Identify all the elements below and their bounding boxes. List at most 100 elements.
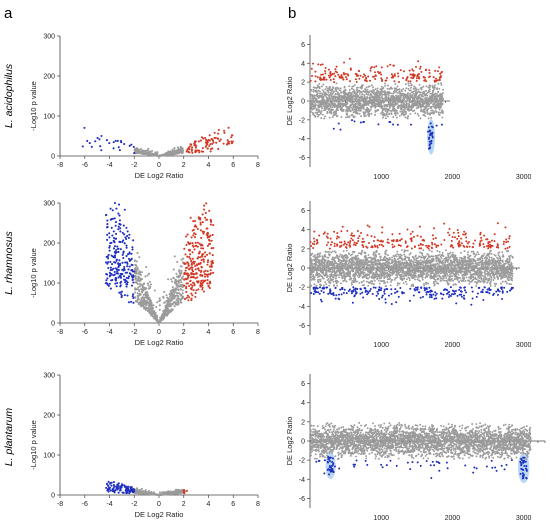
- neutral-point: [425, 89, 428, 92]
- neutral-point: [147, 152, 150, 155]
- neutral-point: [136, 152, 140, 155]
- neutral-point: [143, 301, 146, 304]
- up-point: [393, 80, 396, 83]
- up-point: [434, 69, 437, 72]
- neutral-point: [134, 266, 137, 270]
- neutral-point: [386, 105, 389, 108]
- neutral-point: [173, 147, 176, 150]
- neutral-point: [331, 116, 334, 119]
- neutral-point: [351, 265, 354, 268]
- neutral-point: [146, 282, 149, 285]
- down-point: [427, 130, 430, 133]
- down-point: [126, 230, 129, 233]
- up-point: [227, 141, 230, 144]
- down-point: [112, 481, 115, 484]
- neutral-point: [331, 260, 334, 263]
- down-point: [118, 219, 122, 222]
- down-point: [115, 268, 118, 271]
- up-point: [189, 276, 192, 279]
- up-point: [208, 265, 211, 268]
- up-point: [183, 490, 186, 493]
- down-point: [112, 487, 115, 490]
- neutral-point: [429, 92, 432, 95]
- up-point: [222, 142, 225, 145]
- down-point: [132, 301, 135, 304]
- neutral-point: [352, 85, 355, 88]
- down-point: [111, 490, 114, 493]
- up-point: [189, 257, 192, 260]
- up-point: [192, 289, 195, 292]
- neutral-point: [138, 490, 141, 493]
- neutral-point: [386, 115, 389, 118]
- up-point: [199, 244, 202, 247]
- neutral-point: [136, 251, 139, 255]
- down-point: [118, 149, 121, 152]
- up-point: [185, 235, 188, 238]
- neutral-point: [133, 259, 136, 262]
- up-point: [205, 253, 209, 256]
- down-point: [132, 293, 135, 296]
- down-point: [117, 262, 120, 265]
- neutral-point: [159, 154, 163, 157]
- up-point: [433, 79, 436, 82]
- up-point: [345, 78, 348, 81]
- down-point: [351, 119, 354, 122]
- up-point: [195, 272, 198, 275]
- up-point: [192, 275, 195, 279]
- neutral-point: [181, 292, 184, 295]
- neutral-point: [142, 293, 145, 296]
- up-point: [186, 282, 189, 285]
- neutral-point: [343, 258, 345, 261]
- neutral-point: [348, 115, 351, 118]
- neutral-point: [328, 250, 330, 253]
- up-point: [194, 268, 197, 271]
- down-point: [116, 247, 119, 250]
- neutral-point: [440, 82, 442, 85]
- up-point: [201, 286, 204, 289]
- down-point: [118, 214, 121, 217]
- down-point: [429, 129, 432, 132]
- x-tick-label: -6: [82, 329, 88, 336]
- neutral-point: [421, 91, 423, 94]
- neutral-point: [145, 265, 148, 269]
- up-point: [410, 76, 413, 79]
- neutral-point: [375, 105, 378, 108]
- neutral-point: [137, 278, 140, 282]
- neutral-point: [158, 304, 161, 307]
- up-point: [386, 65, 389, 68]
- neutral-point: [338, 276, 341, 279]
- down-point: [99, 145, 102, 148]
- down-point: [113, 245, 116, 248]
- neutral-point: [325, 250, 327, 253]
- down-point: [353, 120, 356, 123]
- down-point: [122, 224, 125, 227]
- neutral-point: [168, 293, 171, 296]
- neutral-point: [322, 271, 325, 274]
- neutral-point: [155, 314, 159, 317]
- down-point: [131, 248, 134, 251]
- down-point: [126, 235, 129, 238]
- neutral-point: [310, 273, 313, 276]
- up-point: [191, 229, 194, 232]
- up-point: [188, 296, 191, 299]
- neutral-point: [435, 111, 438, 113]
- neutral-point: [180, 281, 183, 284]
- up-point: [407, 80, 410, 83]
- neutral-point: [158, 297, 161, 300]
- neutral-point: [172, 288, 175, 291]
- down-point: [107, 480, 110, 483]
- up-point: [432, 76, 435, 79]
- up-point: [316, 76, 319, 79]
- down-point: [130, 252, 133, 255]
- neutral-point: [156, 151, 159, 154]
- neutral-point: [319, 252, 322, 255]
- neutral-point: [399, 96, 402, 98]
- up-point: [201, 279, 205, 282]
- neutral-point: [438, 87, 441, 90]
- neutral-point: [150, 309, 153, 312]
- down-point: [116, 245, 119, 248]
- neutral-point: [181, 296, 185, 299]
- up-point: [210, 247, 213, 250]
- down-point: [108, 274, 112, 277]
